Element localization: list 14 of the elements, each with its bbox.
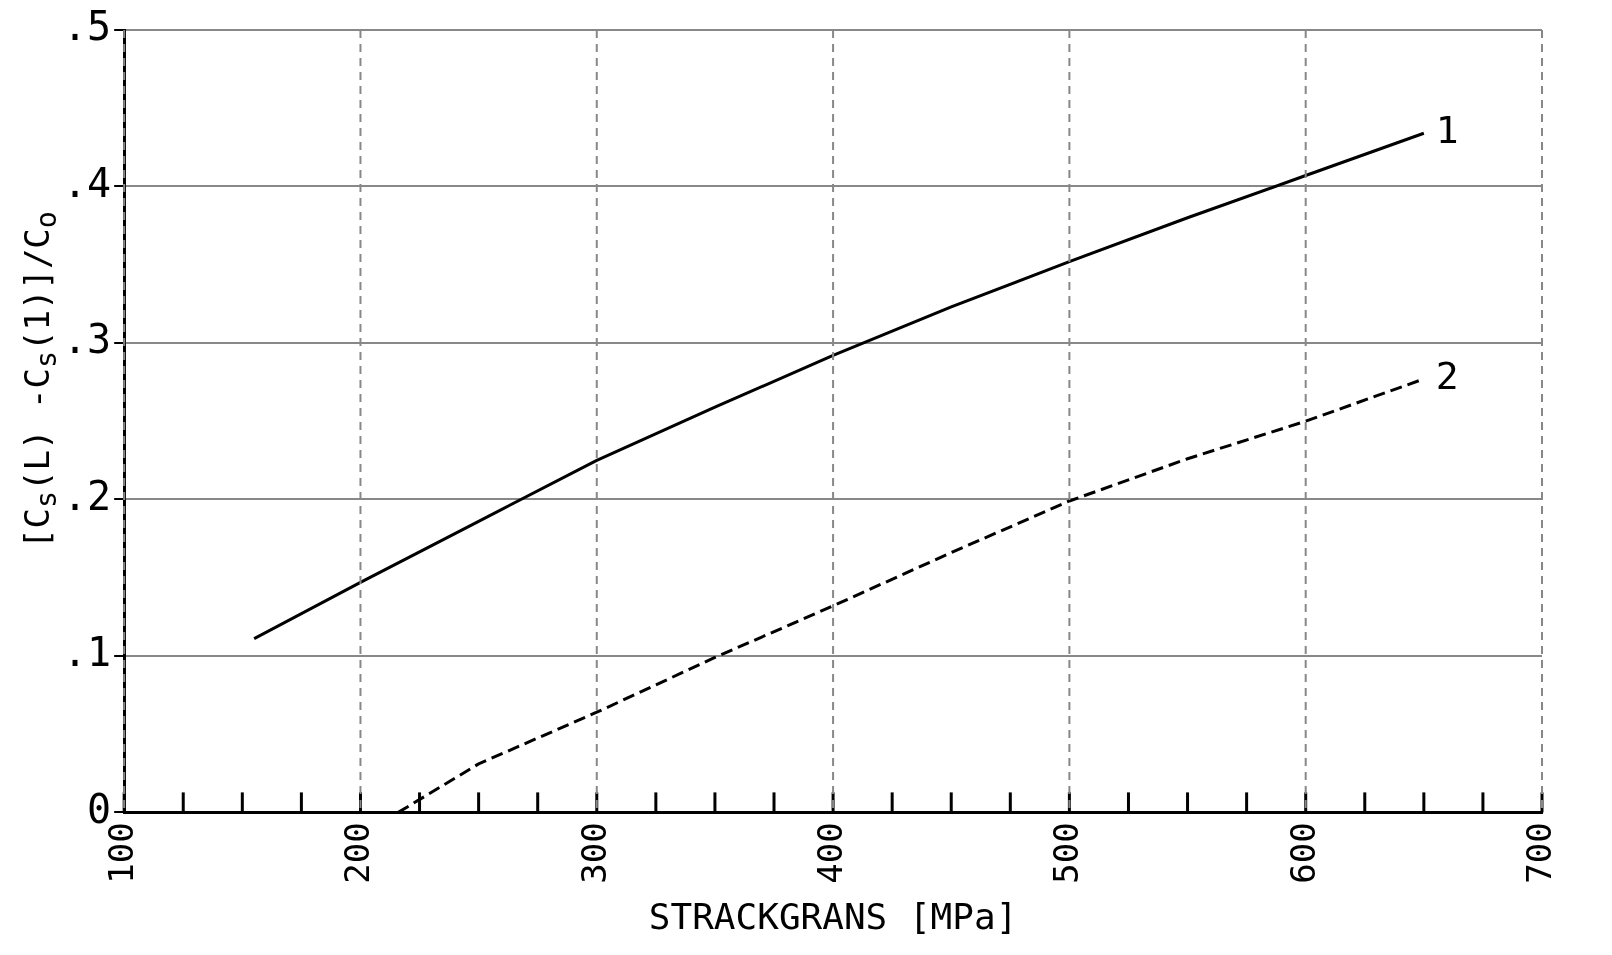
y-tick-label: .5 [62,3,112,50]
x-axis-title: STRACKGRANS [MPa] [648,895,1018,937]
annotation: 1 [1435,108,1459,153]
x-tick-label: 300 [573,822,614,884]
y-tick-label: .1 [62,629,112,676]
x-tick-label: 400 [809,822,850,884]
y-tick-label: .2 [62,472,112,519]
y-tick-label: .4 [62,159,112,206]
x-tick-label: 200 [337,822,378,884]
x-tick-label: 500 [1046,822,1087,884]
x-tick-label: 600 [1282,822,1323,884]
annotation: 2 [1435,353,1459,398]
y-tick-label: .3 [62,316,112,363]
x-tick-label: 700 [1518,822,1559,884]
